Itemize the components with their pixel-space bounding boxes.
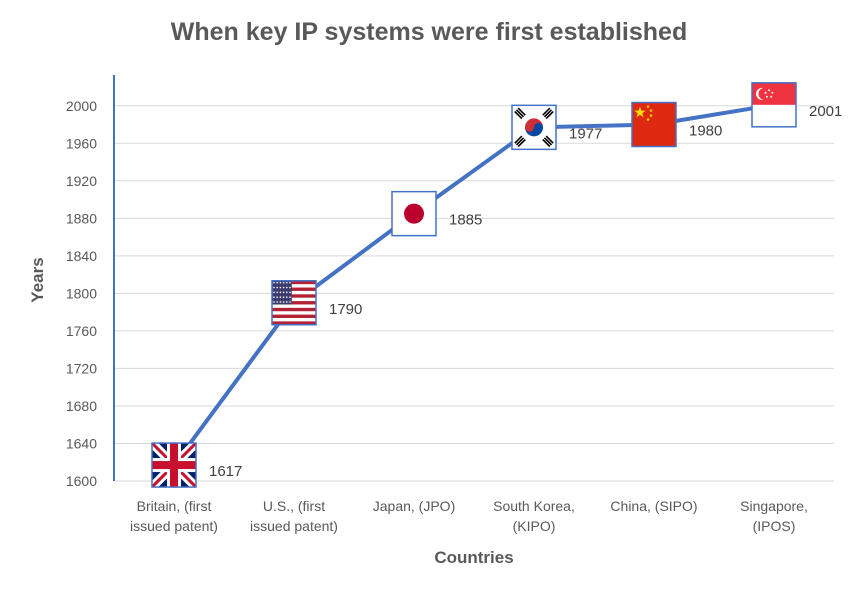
y-tick-label: 1840: [66, 248, 97, 264]
y-tick-label: 1800: [66, 285, 97, 301]
south-korea-flag-icon: [511, 104, 557, 151]
y-tick-label: 1600: [66, 473, 97, 489]
series-line: [172, 102, 776, 468]
x-tick-label: Singapore, (IPOS): [740, 498, 808, 534]
y-tick-label: 1760: [66, 323, 97, 339]
uk-flag-icon: [151, 442, 197, 488]
x-tick-label: U.S., (first issued patent): [250, 498, 338, 534]
y-tick-label: 1880: [66, 210, 97, 226]
chart-title: When key IP systems were first establish…: [170, 18, 688, 46]
x-tick-label: South Korea, (KIPO): [493, 498, 575, 534]
data-label: 1790: [329, 301, 362, 318]
data-label: 2001: [809, 103, 842, 120]
y-tick-label: 1920: [66, 173, 97, 189]
x-tick-label: Britain, (first issued patent): [130, 498, 218, 534]
x-tick-label: China, (SIPO): [610, 498, 697, 514]
y-tick-label: 1960: [66, 135, 97, 151]
y-tick-label: 1720: [66, 360, 97, 376]
singapore-flag-icon: [751, 82, 797, 128]
china-flag-icon: [631, 101, 677, 148]
us-flag-icon: [271, 280, 317, 326]
data-label: 1617: [209, 463, 242, 480]
y-tick-label: 1680: [66, 398, 97, 414]
japan-flag-icon: [391, 190, 437, 237]
data-label: 1980: [689, 123, 722, 140]
y-tick-label: 2000: [66, 98, 97, 114]
x-tick-label: Japan, (JPO): [373, 498, 455, 514]
y-tick-label: 1640: [66, 435, 97, 451]
data-label: 1885: [449, 212, 482, 229]
x-axis-label: Countries: [434, 548, 514, 567]
data-label: 1977: [569, 125, 602, 142]
